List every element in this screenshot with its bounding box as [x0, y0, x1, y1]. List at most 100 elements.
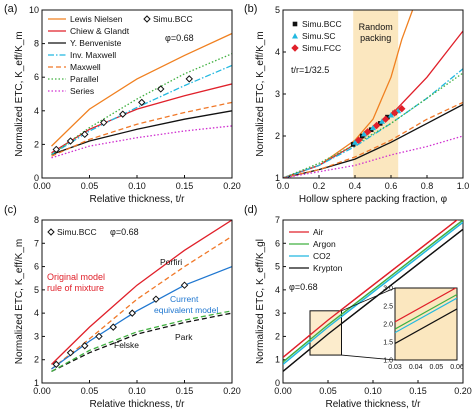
annotation: Random	[359, 22, 393, 32]
inset-y-tick-label: 2.5	[383, 304, 393, 311]
legend-label: Parallel	[70, 74, 98, 84]
y-tick-label: 5	[275, 262, 280, 272]
y-tick-label: 4	[275, 285, 280, 295]
series-line	[51, 32, 232, 147]
series-line	[51, 265, 232, 370]
y-tick-label: 6	[34, 72, 39, 82]
annotation: packing	[360, 33, 391, 43]
x-tick-label: 0.00	[274, 386, 292, 396]
x-tick-label: 0.15	[176, 181, 194, 191]
x-tick-label: 0.05	[81, 386, 99, 396]
y-axis-label: Normalized ETC, K_eff/K_gl	[255, 239, 266, 364]
y-tick-label: 2	[34, 355, 39, 365]
panel-d: 0.00 0.05 0.10 0.15 0.20 0 1 2 3 4 5 6 7 Relative thi…	[244, 204, 472, 410]
y-tick-label: 3	[275, 308, 280, 318]
panel-label: (b)	[244, 3, 257, 15]
series-label: Current	[170, 294, 199, 304]
x-tick-label: 0.6	[385, 181, 398, 191]
y-tick-label: 0	[275, 378, 280, 388]
y-tick-label: 2	[275, 131, 280, 141]
y-tick-label: 10	[29, 5, 39, 15]
x-tick-label: 0.00	[33, 181, 51, 191]
series-line	[283, 72, 463, 178]
legend-label: Simu.BCC	[302, 19, 342, 29]
data-point	[95, 332, 103, 341]
y-tick-label: 1	[34, 378, 39, 388]
data-point	[379, 118, 385, 124]
y-tick-label: 4	[34, 308, 39, 318]
x-tick-label: 0.0	[277, 181, 290, 191]
series-line	[283, 228, 463, 372]
legend-label: Simu.FCC	[302, 43, 341, 53]
series-line	[283, 101, 463, 178]
data-point	[381, 115, 390, 123]
y-tick-label: 6	[275, 238, 280, 248]
legend-label: Simu.SC	[302, 31, 336, 41]
data-point	[185, 75, 193, 83]
x-tick-label: 0.10	[128, 386, 146, 396]
y-tick-label: 7	[34, 238, 39, 248]
x-tick-label: 0.20	[223, 386, 241, 396]
annotation: t/r=1/32.5	[291, 65, 329, 75]
inset-x-tick-label: 0.03	[388, 364, 402, 371]
legend-label: Simu.BCC	[153, 14, 193, 24]
y-tick-label: 3	[275, 89, 280, 99]
inset-series-line	[395, 297, 457, 334]
series-line	[51, 53, 232, 156]
series-line	[51, 312, 232, 372]
y-tick-label: 6	[34, 262, 39, 272]
inset: 0.03 0.04 0.05 0.06 1.0 1.5 2.0 2.5 3.0	[341, 286, 464, 371]
panel-label: (a)	[4, 3, 17, 15]
x-tick-label: 1.0	[457, 181, 470, 191]
x-tick-label: 0.05	[81, 181, 99, 191]
y-tick-label: 5	[34, 285, 39, 295]
x-axis-label: Hollow sphere packing fraction, φ	[299, 194, 448, 205]
series-line	[51, 235, 232, 370]
data-point	[152, 295, 160, 303]
series-line	[51, 101, 232, 157]
legend-label: Y. Benveniste	[70, 38, 122, 48]
legend-label: Argon	[313, 239, 336, 249]
data-point	[138, 98, 146, 107]
x-axis-label: Relative thickness, t/r	[89, 194, 185, 205]
x-tick-label: 0.10	[364, 386, 382, 396]
y-tick-label: 1	[275, 355, 280, 365]
inset-y-tick-label: 2.0	[383, 322, 393, 329]
annotation: φ=0.68	[289, 282, 318, 292]
inset-x-tick-label: 0.06	[450, 364, 464, 371]
inset-y-tick-label: 1.0	[383, 358, 393, 365]
legend-label: Simu.BCC	[57, 227, 97, 237]
series-label: Park	[175, 332, 193, 342]
data-point	[352, 139, 358, 145]
legend-marker	[291, 44, 299, 52]
data-point	[66, 349, 75, 357]
legend-label: Series	[70, 86, 94, 96]
inset-series-line	[395, 308, 457, 344]
data-point	[390, 109, 399, 117]
x-tick-label: 0.00	[33, 386, 51, 396]
y-tick-label: 2	[275, 331, 280, 341]
y-tick-label: 8	[34, 39, 39, 49]
axes-frame	[41, 219, 233, 384]
series-line	[283, 220, 459, 358]
x-tick-label: 0.4	[349, 181, 362, 191]
series-label: equivalent model	[154, 305, 218, 315]
data-point	[81, 130, 89, 139]
legend-label: Krypton	[313, 263, 343, 273]
series-line	[283, 135, 463, 178]
data-point	[354, 136, 363, 144]
legend-marker	[143, 15, 151, 23]
legend-marker	[292, 21, 298, 27]
y-axis-label: Normalized ETC, K_eff/K_m	[255, 31, 266, 156]
annotation: φ=0.68	[110, 227, 139, 237]
series-label: rule of mixture	[47, 283, 104, 293]
x-tick-label: 0.20	[454, 386, 472, 396]
data-point	[52, 360, 60, 369]
legend-label: Air	[313, 227, 324, 237]
panel-label: (d)	[244, 204, 257, 216]
legend-label: CO2	[313, 251, 331, 261]
legend-label: Chiew & Glandt	[70, 26, 130, 36]
data-point	[180, 281, 189, 289]
data-point	[119, 110, 127, 118]
series-label: Felske	[114, 340, 139, 350]
